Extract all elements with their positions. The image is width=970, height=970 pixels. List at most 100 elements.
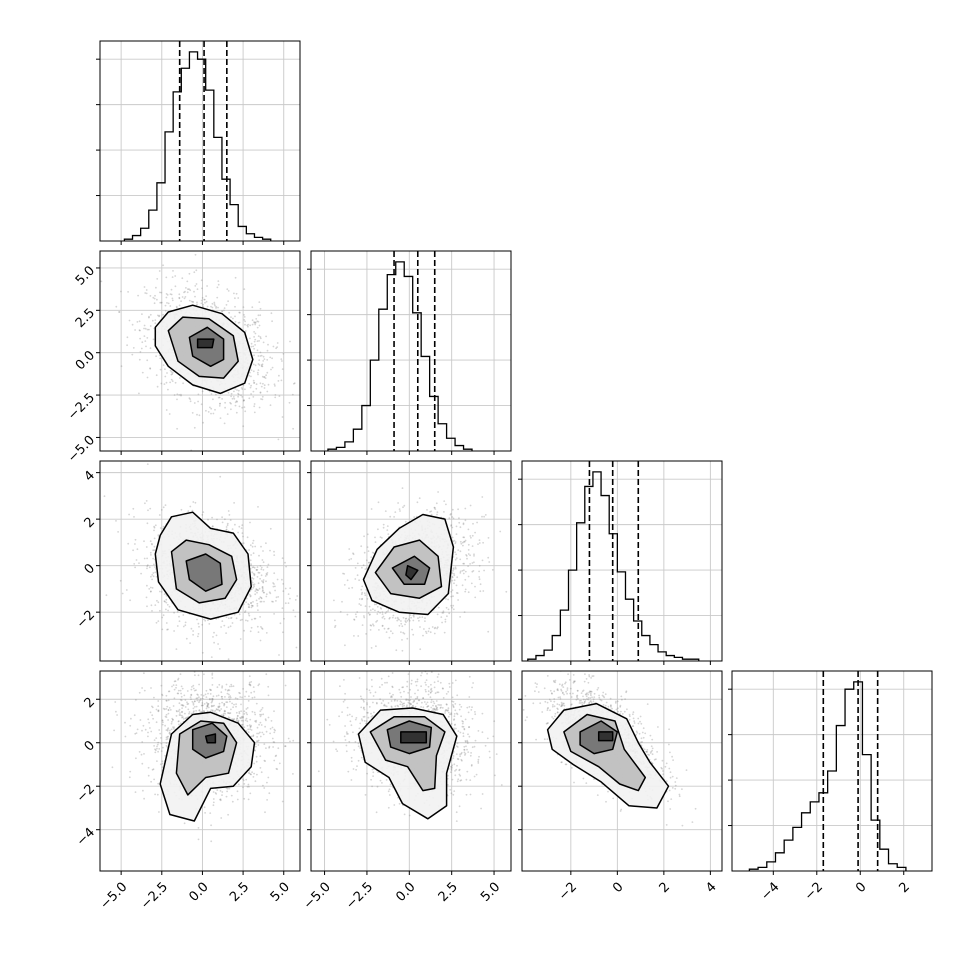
scatter-point xyxy=(278,654,280,656)
scatter-point xyxy=(462,572,465,575)
scatter-point xyxy=(403,632,406,635)
scatter-point xyxy=(376,619,379,622)
scatter-point xyxy=(276,346,278,348)
scatter-point xyxy=(127,291,129,293)
scatter-point xyxy=(257,571,260,574)
scatter-point xyxy=(179,722,182,725)
scatter-point xyxy=(153,745,156,747)
scatter-point xyxy=(254,364,257,367)
scatter-point xyxy=(263,358,266,360)
scatter-point xyxy=(243,399,245,401)
scatter-point xyxy=(254,323,257,326)
scatter-point xyxy=(450,604,452,607)
scatter-point xyxy=(260,398,262,400)
scatter-point xyxy=(277,380,280,382)
scatter-point xyxy=(478,539,481,541)
scatter-point xyxy=(409,614,412,616)
scatter-point xyxy=(248,614,251,617)
scatter-point xyxy=(389,515,392,518)
scatter-point xyxy=(244,388,246,391)
scatter-point xyxy=(256,340,259,343)
histogram-step-p2 xyxy=(527,471,700,661)
scatter-point xyxy=(224,401,227,404)
scatter-point xyxy=(234,315,236,318)
scatter-point xyxy=(262,580,265,583)
scatter-point xyxy=(165,694,168,697)
scatter-point xyxy=(135,559,138,561)
scatter-point xyxy=(467,549,470,551)
scatter-point xyxy=(447,598,449,601)
scatter-point xyxy=(212,412,215,415)
scatter-point xyxy=(251,605,254,607)
y-tick-label: 2 xyxy=(82,515,98,531)
scatter-point xyxy=(174,680,177,683)
scatter-point xyxy=(354,578,357,580)
scatter-point xyxy=(134,732,137,735)
scatter-point xyxy=(397,618,399,620)
scatter-point xyxy=(226,522,229,525)
scatter-point xyxy=(396,616,399,619)
scatter-point xyxy=(199,652,201,654)
scatter-point xyxy=(342,572,344,575)
scatter-point xyxy=(138,358,141,361)
scatter-point xyxy=(281,578,283,581)
scatter-point xyxy=(132,507,135,510)
histogram-step-p0 xyxy=(123,51,272,241)
scatter-point xyxy=(225,706,228,708)
scatter-point xyxy=(175,305,178,308)
scatter-point xyxy=(382,523,385,526)
scatter-point xyxy=(280,379,283,382)
scatter-point xyxy=(157,620,160,622)
scatter-point xyxy=(469,554,471,557)
scatter-point xyxy=(217,694,220,697)
scatter-point xyxy=(376,605,379,608)
scatter-point xyxy=(474,531,476,534)
contour-level-4 xyxy=(405,564,419,581)
scatter-point xyxy=(199,711,202,713)
scatter-point xyxy=(228,514,231,516)
scatter-point xyxy=(250,626,253,629)
scatter-point xyxy=(182,625,185,628)
scatter-point xyxy=(367,550,370,552)
scatter-point xyxy=(384,612,387,615)
scatter-point xyxy=(372,624,375,627)
scatter-point xyxy=(223,309,225,312)
scatter-point xyxy=(455,533,458,535)
scatter-point xyxy=(260,385,263,388)
scatter-point xyxy=(262,561,265,564)
scatter-point xyxy=(256,326,259,329)
scatter-point xyxy=(213,303,216,305)
scatter-point xyxy=(256,591,258,594)
scatter-point xyxy=(165,381,168,384)
scatter-point xyxy=(213,641,216,644)
scatter-point xyxy=(157,750,160,753)
scatter-point xyxy=(183,291,185,294)
scatter-point xyxy=(424,620,426,622)
scatter-point xyxy=(165,744,168,747)
scatter-point xyxy=(177,720,180,723)
scatter-point xyxy=(119,579,122,582)
scatter-point xyxy=(447,608,450,611)
scatter-point xyxy=(267,383,270,386)
scatter-point xyxy=(259,382,262,385)
scatter-point xyxy=(219,798,221,801)
scatter-point xyxy=(442,611,445,614)
scatter-point xyxy=(207,619,209,622)
scatter-point xyxy=(240,387,243,389)
scatter-point xyxy=(125,589,128,591)
scatter-point xyxy=(365,589,368,591)
scatter-point xyxy=(426,509,428,511)
scatter-point xyxy=(402,616,405,619)
scatter-point xyxy=(117,531,119,533)
scatter-point xyxy=(184,296,187,298)
scatter-point xyxy=(252,552,255,555)
scatter-point xyxy=(430,510,433,513)
scatter-point xyxy=(218,706,221,708)
scatter-point xyxy=(453,539,456,542)
scatter-point xyxy=(221,310,224,313)
scatter-point xyxy=(241,388,244,390)
scatter-point xyxy=(153,302,156,305)
scatter-point xyxy=(467,543,470,546)
scatter-point xyxy=(149,347,152,350)
scatter-point xyxy=(240,719,243,722)
